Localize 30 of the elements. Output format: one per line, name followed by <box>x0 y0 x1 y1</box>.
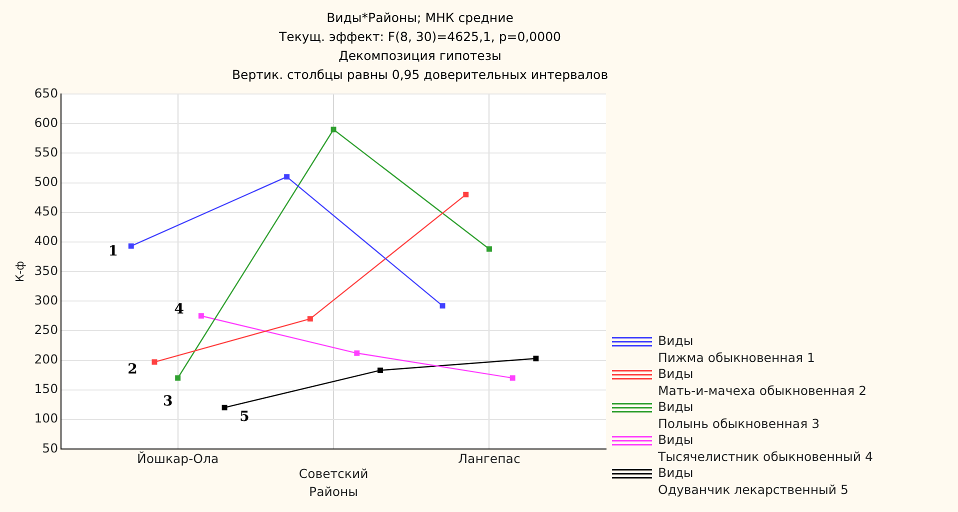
y-tick-label: 350 <box>34 262 58 278</box>
y-tick-label: 400 <box>34 233 58 248</box>
annotation: 5 <box>240 409 250 426</box>
y-tick-label: 600 <box>34 114 58 130</box>
y-tick-label: 500 <box>34 174 58 189</box>
x-axis-title: Районы <box>309 484 358 499</box>
y-tick-label: 450 <box>34 204 58 219</box>
y-tick-label: 150 <box>34 381 58 396</box>
y-tick-label: 200 <box>34 352 58 366</box>
annotation: 1 <box>108 244 118 260</box>
x-tick-label: Йошкар-Ола <box>137 450 219 466</box>
annotation: 2 <box>128 362 138 378</box>
x-tick-label: Лангепас <box>458 450 520 466</box>
annotation: 4 <box>174 302 184 318</box>
legend-label: Виды Мать-и-мачеха обыкновенная 2 <box>658 366 867 399</box>
x-tick-label: Советский <box>298 466 368 481</box>
y-tick-label: 50 <box>42 440 58 456</box>
chart-title: Виды*Районы; МНК средние <box>326 10 514 25</box>
legend-label: Виды Тысячелистник обыкновенный 4 <box>658 432 873 465</box>
y-axis-title: К-ф <box>13 260 26 282</box>
legend-label: Виды Одуванчик лекарственный 5 <box>658 465 848 498</box>
annotation: 3 <box>162 394 173 410</box>
legend-label: Виды Пижма обыкновенная 1 <box>658 333 815 366</box>
y-tick-label: 250 <box>34 322 58 337</box>
chart-subtitle: Текущ. эффект: F(8, 30)=4625,1, p=0,0000 Декомпозиция гипотезы Вертик. столбцы равны 0,95 доверительных интервалов <box>232 29 608 82</box>
y-tick-label: 650 <box>34 85 58 100</box>
y-tick-label: 300 <box>34 292 58 308</box>
y-tick-label: 550 <box>34 144 58 160</box>
y-tick-label: 100 <box>34 410 58 426</box>
legend-label: Виды Полынь обыкновенная 3 <box>658 399 820 432</box>
